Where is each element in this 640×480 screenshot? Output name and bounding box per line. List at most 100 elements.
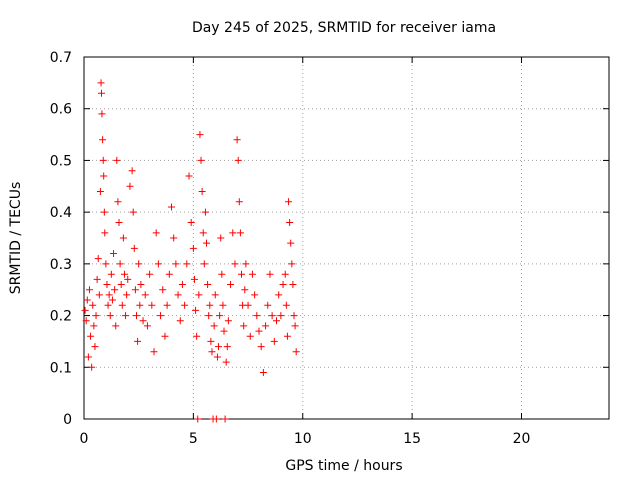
data-point (136, 301, 144, 309)
data-point (122, 312, 130, 320)
data-point (238, 270, 245, 278)
data-point (129, 208, 137, 216)
data-point (241, 286, 249, 294)
data-point (92, 312, 100, 320)
data-point (185, 172, 193, 180)
data-point (157, 312, 165, 320)
x-tick-label: 10 (294, 431, 312, 447)
data-point (91, 343, 99, 351)
data-point (111, 286, 119, 294)
y-axis-label: SRMTID / TECUs (8, 182, 24, 295)
axis-ticks: 0 0.1 0.2 0.3 0.4 0.5 0.6 0.7 0 5 10 15 20 (50, 50, 609, 447)
data-point (178, 281, 186, 289)
x-tick-label: 0 (80, 431, 89, 447)
data-point (292, 348, 300, 356)
data-point (246, 332, 254, 340)
data-point (262, 322, 270, 330)
data-point (244, 301, 252, 309)
data-point (288, 260, 296, 268)
data-point (199, 229, 207, 237)
data-point (283, 332, 291, 340)
data-point (101, 229, 109, 237)
data-point (100, 208, 108, 216)
data-point (216, 312, 224, 320)
data-point (103, 281, 111, 289)
data-point (137, 281, 145, 289)
data-point (159, 286, 167, 294)
data-point (98, 89, 105, 97)
data-point (207, 337, 215, 345)
data-point (133, 312, 140, 320)
data-point (236, 229, 244, 237)
data-point (210, 322, 218, 330)
data-point (118, 301, 126, 309)
data-point (201, 208, 209, 216)
data-point (170, 234, 178, 242)
data-point (273, 317, 280, 325)
data-point (99, 136, 107, 144)
data-point (96, 187, 104, 195)
data-point (93, 275, 101, 283)
data-point (168, 203, 175, 211)
x-axis-label: GPS time / hours (285, 458, 402, 474)
data-point (172, 260, 180, 268)
data-point (88, 363, 96, 371)
data-point (116, 260, 124, 268)
data-point (231, 260, 239, 268)
data-point (270, 337, 278, 345)
data-point (114, 198, 122, 206)
data-point (240, 322, 248, 330)
data-point (84, 353, 92, 361)
data-point (218, 270, 226, 278)
data-point (289, 281, 297, 289)
data-point (99, 156, 107, 164)
data-point (266, 270, 274, 278)
data-point (102, 260, 110, 268)
data-point (200, 260, 208, 268)
data-point (279, 281, 287, 289)
data-point (112, 322, 120, 330)
data-point (106, 312, 114, 320)
data-point (83, 296, 91, 304)
data-point (190, 275, 198, 283)
y-tick-label: 0.5 (50, 153, 72, 169)
data-point (110, 250, 118, 258)
data-point (105, 291, 113, 299)
data-point (120, 270, 128, 278)
data-point (195, 291, 203, 299)
data-point (196, 131, 204, 139)
data-point (94, 255, 102, 263)
x-tick-label: 15 (403, 431, 421, 447)
data-point (174, 291, 182, 299)
data-point (189, 244, 197, 252)
data-point (255, 327, 263, 335)
data-point (143, 322, 151, 330)
data-point (152, 229, 160, 237)
data-point (108, 296, 116, 304)
data-point (286, 218, 294, 226)
data-point (224, 317, 232, 325)
data-point (187, 218, 195, 226)
data-point (215, 343, 223, 351)
data-point (277, 312, 285, 320)
data-point (193, 332, 201, 340)
data-point (282, 301, 290, 309)
data-point (257, 343, 265, 351)
data-point (134, 337, 142, 345)
data-point (192, 306, 200, 314)
y-tick-label: 0.7 (50, 50, 72, 66)
x-tick-label: 20 (513, 431, 531, 447)
data-point (123, 291, 131, 299)
data-point (219, 301, 227, 309)
data-points (81, 79, 300, 423)
data-point (253, 312, 261, 320)
y-tick-label: 0 (63, 412, 72, 428)
data-point (234, 156, 242, 164)
data-point (154, 260, 162, 268)
data-point (291, 322, 299, 330)
data-point (95, 291, 103, 299)
data-point (104, 301, 112, 309)
data-point (217, 234, 225, 242)
data-point (206, 301, 214, 309)
